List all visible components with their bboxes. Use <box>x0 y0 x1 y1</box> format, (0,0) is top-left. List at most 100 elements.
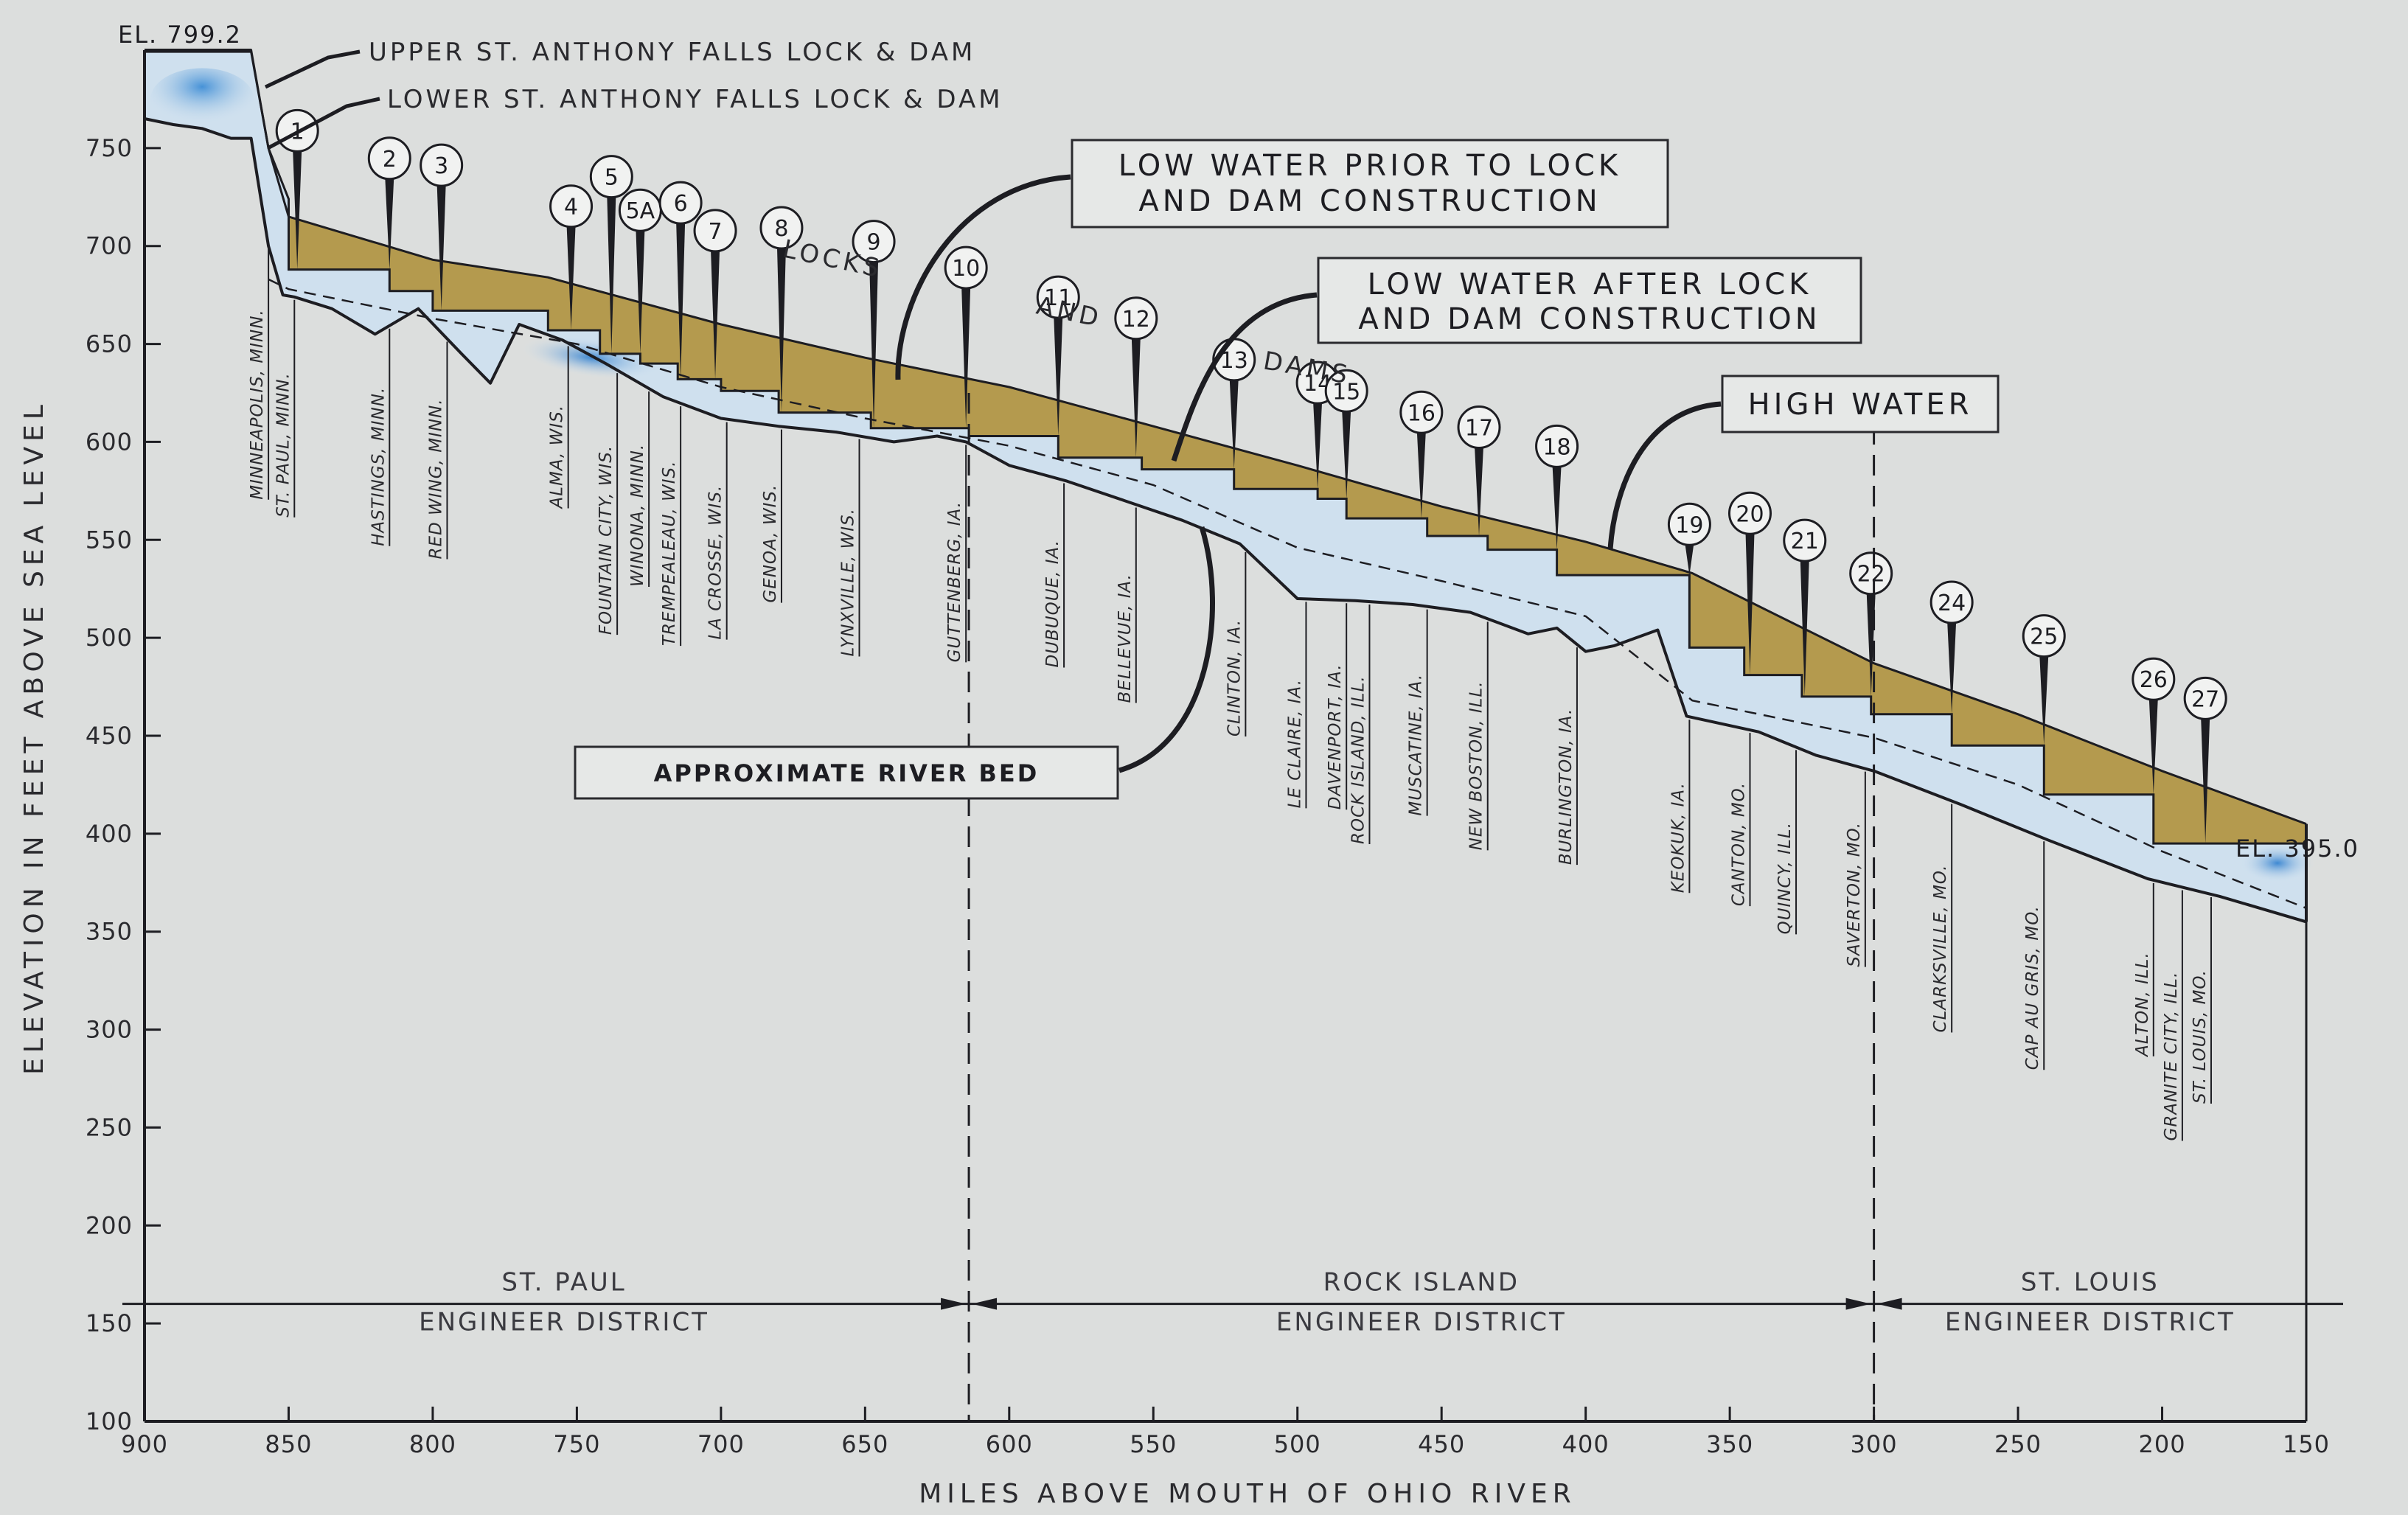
lock-number: 15 <box>1332 379 1360 405</box>
lock-pin <box>1131 337 1141 458</box>
place-label: BURLINGTON, IA. <box>1556 708 1576 865</box>
low-prior-leader <box>895 174 1071 380</box>
district-name: ROCK ISLAND <box>1323 1268 1520 1298</box>
lock-number: 10 <box>952 256 980 282</box>
lock-number: 4 <box>564 195 578 220</box>
lock-marker <box>367 136 411 181</box>
lock-number: 8 <box>774 216 788 242</box>
lock-marker <box>944 245 988 290</box>
lock-pin <box>1416 431 1426 519</box>
lock-marker <box>1667 502 1711 546</box>
lock-number: 19 <box>1675 512 1703 538</box>
x-tick-label: 250 <box>1994 1430 2042 1458</box>
y-tick-label: 700 <box>86 232 133 260</box>
deep-water-top <box>150 68 254 130</box>
x-tick-label: 500 <box>1274 1430 1321 1458</box>
low-after-line1: LOW WATER AFTER LOCK <box>1368 268 1812 302</box>
lock-pin <box>566 225 576 330</box>
y-tick-label: 750 <box>86 134 133 162</box>
lock-marker <box>1849 551 1893 596</box>
place-label: MUSCATINE, IA. <box>1407 674 1426 816</box>
place-label: SAVERTON, MO. <box>1845 822 1864 967</box>
x-tick-label: 150 <box>2283 1430 2330 1458</box>
lock-pin <box>2201 717 2210 844</box>
high-water-label: HIGH WATER <box>1748 388 1973 422</box>
x-tick-label: 450 <box>1418 1430 1465 1458</box>
x-tick-label: 700 <box>697 1430 745 1458</box>
lock-marker <box>1324 369 1368 413</box>
lock-number: 6 <box>674 191 688 217</box>
lock-number: 26 <box>2140 667 2168 693</box>
place-label: NEW BOSTON, ILL. <box>1467 680 1486 850</box>
lock-pin <box>869 260 879 428</box>
place-label: DAVENPORT, IA. <box>1326 664 1345 809</box>
word-and: AND <box>1034 291 1104 334</box>
y-tick-label: 300 <box>86 1016 133 1044</box>
lock-number: 16 <box>1407 400 1436 426</box>
place-label: RED WING, MINN. <box>426 398 445 559</box>
x-tick-label: 300 <box>1851 1430 1898 1458</box>
place-label: CANTON, MO. <box>1729 782 1748 906</box>
lock-number: 24 <box>1938 591 1966 616</box>
lock-number: 18 <box>1542 434 1570 460</box>
district-arrow-right <box>972 1298 998 1310</box>
lock-marker <box>1929 580 1974 624</box>
place-labels: MINNEAPOLIS, MINN. ST. PAUL, MINN. HASTING… <box>248 248 2212 1141</box>
lock-number: 21 <box>1791 529 1819 554</box>
lower-lock-label: LOWER ST. ANTHONY FALLS LOCK & DAM <box>387 85 1003 114</box>
place-label: KEOKUK, IA. <box>1668 782 1688 893</box>
lock-pin <box>2039 655 2049 746</box>
place-label: BELLEVUE, IA. <box>1116 574 1135 703</box>
lock-number: 3 <box>434 153 448 179</box>
lock-pin <box>1342 410 1351 499</box>
place-label: GENOA, WIS. <box>761 484 780 603</box>
x-tick-label: 350 <box>1706 1430 1753 1458</box>
y-tick-label: 150 <box>86 1309 133 1337</box>
x-tick-label: 550 <box>1130 1430 1177 1458</box>
low-prior-box <box>1071 139 1669 229</box>
lock-number: 7 <box>709 219 723 245</box>
lock-pin <box>1313 402 1323 490</box>
place-label: ST. LOUIS, MO. <box>2190 969 2210 1104</box>
place-label: CLINTON, IA. <box>1225 619 1244 736</box>
low-after-line2: AND DAM CONSTRUCTION <box>1358 302 1820 336</box>
lock-marker <box>658 181 703 225</box>
place-label: ALMA, WIS. <box>548 405 567 510</box>
district-arrow-left <box>1845 1298 1871 1310</box>
lock-pin <box>1685 543 1694 576</box>
lines-layer <box>143 49 2308 924</box>
lock-marker <box>759 206 804 250</box>
district-arrow-right <box>1876 1298 1902 1310</box>
lock-marker <box>1727 491 1772 535</box>
lock-marker <box>1457 405 1501 450</box>
district-arrow-left <box>941 1298 967 1310</box>
x-tick-label: 650 <box>841 1430 888 1458</box>
x-tick-label: 900 <box>121 1430 168 1458</box>
lock-number: 22 <box>1857 562 1885 588</box>
lock-marker <box>693 209 737 253</box>
lock-marker <box>589 155 633 199</box>
x-tick-label: 850 <box>265 1430 312 1458</box>
district-subtitle: ENGINEER DISTRICT <box>419 1308 709 1337</box>
lower-lock-leader <box>268 97 380 150</box>
lock-pin <box>607 195 616 354</box>
lock-pin <box>1229 378 1239 470</box>
lock-pin <box>293 150 302 270</box>
lock-marker <box>1399 390 1444 434</box>
water-fill <box>145 52 2306 922</box>
place-label: GUTTENBERG, IA. <box>945 501 964 663</box>
axes: 100 150 200 250 300 350 400 450 500 550 600 650 700 7… <box>19 50 2330 1509</box>
high-water-line <box>145 49 2307 826</box>
upper-lock-leader <box>264 49 361 89</box>
y-tick-label: 600 <box>86 428 133 456</box>
place-label: CAP AU GRIS, MO. <box>2023 905 2042 1070</box>
y-tick-label: 500 <box>86 624 133 652</box>
place-label: LYNXVILLE, WIS. <box>839 508 858 656</box>
x-tick-label: 200 <box>2138 1430 2185 1458</box>
place-label: GRANITE CITY, ILL. <box>2162 972 2181 1141</box>
place-label: HASTINGS, MINN. <box>369 387 388 546</box>
y-tick-label: 450 <box>86 722 133 750</box>
lock-marker <box>420 143 464 187</box>
district-name: ST. PAUL <box>501 1268 626 1298</box>
